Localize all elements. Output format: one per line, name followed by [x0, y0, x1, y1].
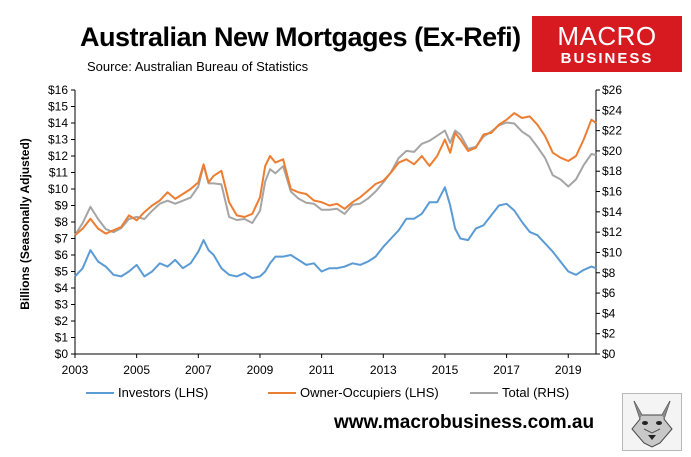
left-tick-label: $1 [55, 331, 69, 345]
x-tick-label: 2007 [185, 363, 212, 377]
right-tick-label: $10 [602, 245, 622, 259]
logo-text-top: MACRO [557, 21, 657, 51]
right-tick-label: $6 [602, 286, 616, 300]
left-tick-label: $0 [55, 347, 69, 361]
left-tick-label: $8 [55, 215, 69, 229]
left-tick-label: $2 [55, 314, 69, 328]
left-tick-label: $3 [55, 298, 69, 312]
left-tick-label: $6 [55, 248, 69, 262]
x-tick-label: 2003 [62, 363, 89, 377]
left-tick-label: $13 [48, 133, 68, 147]
left-tick-label: $7 [55, 232, 69, 246]
investors-lhs-line [74, 186, 597, 280]
site-url: www.macrobusiness.com.au [334, 412, 595, 433]
chart-source: Source: Australian Bureau of Statistics [87, 59, 309, 74]
x-tick-label: 2013 [370, 363, 397, 377]
x-tick-label: 2011 [309, 363, 335, 377]
right-tick-label: $14 [602, 205, 622, 219]
right-tick-label: $22 [602, 124, 622, 138]
left-tick-label: $16 [48, 83, 68, 97]
right-tick-label: $12 [602, 225, 622, 239]
x-tick-label: 2009 [247, 363, 274, 377]
x-tick-label: 2019 [555, 363, 582, 377]
chart-series [74, 112, 597, 280]
chart-ticks: $0 $1 $2 $3 $4 $5 $6 $7 $8 $9 $10 $11 $12 $13 $14 $15 $1… [48, 83, 622, 377]
legend-label-total-rhs: Total (RHS) [502, 385, 569, 400]
right-tick-label: $24 [602, 103, 622, 117]
right-tick-label: $0 [602, 347, 616, 361]
x-tick-label: 2017 [493, 363, 520, 377]
left-tick-label: $5 [55, 265, 69, 279]
logo-text-bottom: BUSINESS [560, 50, 654, 67]
right-tick-label: $16 [602, 185, 622, 199]
left-tick-label: $9 [55, 199, 69, 213]
macrobusiness-logo: MACRO BUSINESS [532, 16, 682, 72]
left-tick-label: $10 [48, 182, 68, 196]
wolf-face-icon [622, 393, 682, 451]
chart-legend: Investors (LHS) Owner-Occupiers (LHS) Tota… [86, 385, 569, 400]
left-tick-label: $11 [49, 166, 68, 180]
right-tick-label: $8 [602, 266, 616, 280]
chart-axes [74, 90, 597, 355]
x-tick-label: 2005 [123, 363, 150, 377]
left-tick-label: $14 [48, 116, 68, 130]
y-axis-label: Billions (Seasonally Adjusted) [18, 138, 32, 310]
owner-occupiers-lhs-line [74, 112, 597, 236]
left-tick-label: $15 [48, 100, 68, 114]
right-tick-label: $20 [602, 144, 622, 158]
left-tick-label: $12 [48, 149, 68, 163]
total-rhs-line [74, 121, 597, 236]
right-tick-label: $2 [602, 327, 616, 341]
right-tick-label: $26 [602, 83, 622, 97]
chart-title: Australian New Mortgages (Ex-Refi) [80, 22, 521, 52]
right-tick-label: $4 [602, 306, 616, 320]
x-tick-label: 2015 [432, 363, 459, 377]
legend-label-investors-lhs: Investors (LHS) [118, 385, 208, 400]
legend-label-owner-occupiers-lhs: Owner-Occupiers (LHS) [300, 385, 439, 400]
left-tick-label: $4 [55, 281, 69, 295]
right-tick-label: $18 [602, 164, 622, 178]
